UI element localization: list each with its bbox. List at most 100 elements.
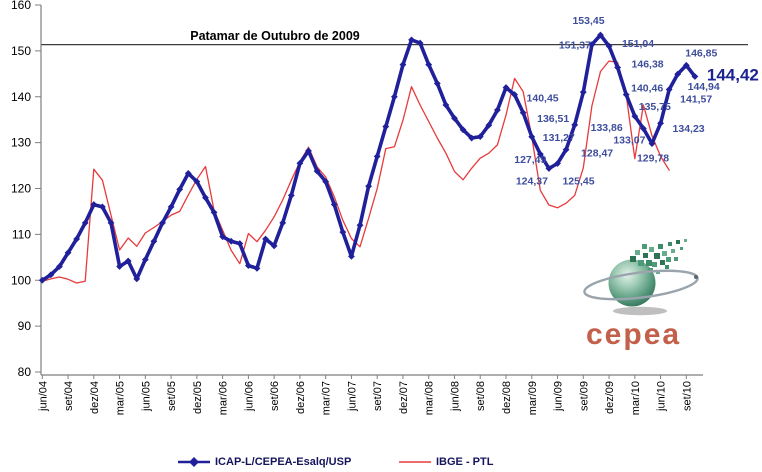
point-value-label: 151,37	[559, 40, 591, 52]
y-axis-tick-label: 110	[12, 227, 31, 241]
data-point-marker	[176, 186, 184, 193]
data-point-marker	[150, 237, 158, 245]
data-point-marker	[451, 114, 458, 122]
x-axis-tick-label: jun/07	[346, 381, 358, 412]
data-point-marker	[193, 178, 201, 186]
data-point-marker	[38, 276, 46, 284]
data-point-marker	[519, 109, 527, 117]
x-axis-tick-label: set/08	[475, 381, 487, 411]
x-axis-tick-label: jun/06	[243, 381, 255, 412]
x-axis-tick-label: mar/09	[527, 381, 539, 415]
y-axis-tick-label: 100	[11, 273, 31, 287]
data-point-marker	[159, 219, 166, 227]
data-point-marker	[442, 101, 450, 109]
data-point-marker	[56, 263, 63, 270]
data-point-marker	[571, 121, 579, 129]
x-axis-tick-label: set/07	[372, 381, 384, 411]
logo-swoosh-tip	[694, 275, 698, 279]
data-point-marker	[219, 233, 227, 241]
point-value-label: 140,46	[631, 83, 663, 95]
point-value-label: 131,27	[543, 132, 575, 144]
point-value-label: 127,49	[514, 154, 546, 166]
cepea-logo: cepea	[583, 239, 699, 351]
data-point-marker	[502, 84, 510, 91]
data-point-marker	[485, 121, 493, 129]
point-value-label: 144,94	[688, 81, 720, 93]
x-axis-tick-label: set/10	[681, 381, 693, 411]
data-point-marker	[682, 61, 690, 69]
data-point-marker	[665, 86, 673, 93]
data-point-marker	[622, 91, 630, 99]
data-point-marker	[408, 36, 415, 44]
point-value-label: 129,78	[637, 153, 669, 165]
data-point-marker	[476, 133, 484, 141]
data-point-marker	[614, 64, 622, 71]
point-value-label: 133,07	[613, 135, 645, 147]
point-value-label: 146,85	[685, 47, 717, 59]
data-point-marker	[348, 252, 355, 260]
point-value-label: 136,51	[537, 113, 569, 125]
data-point-marker	[416, 39, 424, 47]
data-point-marker	[494, 106, 501, 114]
reference-line-title: Patamar de Outubro de 2009	[190, 29, 360, 43]
data-point-marker	[184, 169, 192, 177]
x-axis-tick-label: set/04	[63, 381, 75, 411]
data-point-marker	[107, 219, 115, 227]
data-point-marker	[399, 61, 407, 69]
x-axis-tick-label: jun/05	[140, 381, 152, 412]
data-point-marker	[536, 150, 544, 158]
data-point-marker	[244, 262, 252, 269]
data-point-marker	[468, 134, 476, 142]
x-axis-tick-label: dez/08	[501, 381, 513, 414]
legend-item-ibge: IBGE - PTL	[398, 456, 493, 468]
data-point-marker	[639, 125, 647, 132]
point-value-label: 135,75	[639, 101, 671, 113]
x-axis-tick-label: jun/04	[37, 381, 49, 412]
x-axis-tick-label: dez/06	[295, 381, 307, 414]
point-value-label: 141,57	[680, 94, 712, 106]
y-axis-tick-label: 140	[11, 90, 31, 104]
data-point-marker	[588, 41, 596, 48]
x-axis-tick-label: jun/10	[656, 381, 668, 412]
data-point-marker	[99, 203, 106, 211]
logo-wordmark: cepea	[586, 318, 681, 351]
data-point-marker	[691, 73, 699, 80]
x-axis-tick-label: set/05	[166, 381, 178, 411]
data-point-marker	[382, 123, 390, 130]
data-point-marker	[270, 242, 278, 250]
ibge-line-sample-icon	[399, 461, 431, 463]
data-point-marker	[648, 140, 656, 148]
point-value-label: 151,04	[622, 38, 654, 50]
x-axis-tick-label: jun/09	[553, 381, 565, 412]
data-point-marker	[73, 235, 81, 243]
data-point-marker	[227, 237, 235, 245]
y-axis-tick-label: 120	[11, 182, 31, 196]
data-point-marker	[579, 88, 587, 96]
data-point-marker	[47, 271, 55, 279]
data-point-marker	[528, 133, 536, 141]
data-point-marker	[167, 203, 175, 211]
data-point-marker	[390, 93, 398, 101]
final-value-label: 144,42	[707, 66, 759, 85]
legend-label-ibge: IBGE - PTL	[436, 456, 494, 468]
point-value-label: 124,37	[516, 176, 548, 188]
data-point-marker	[365, 182, 373, 190]
data-point-marker	[554, 160, 561, 167]
x-axis-tick-label: mar/05	[115, 381, 127, 415]
y-axis-tick-label: 90	[18, 319, 32, 333]
data-point-marker	[236, 240, 244, 247]
data-point-marker	[605, 42, 613, 50]
data-point-marker	[674, 70, 682, 78]
data-point-marker	[597, 31, 604, 39]
data-point-marker	[459, 126, 467, 134]
data-point-marker	[141, 256, 149, 264]
legend-item-icap: ICAP-L/CEPEA-Esalq/USP	[177, 456, 351, 468]
data-point-marker	[210, 208, 218, 216]
x-axis-tick-label: set/09	[578, 381, 590, 411]
data-point-marker	[81, 219, 89, 227]
data-point-marker	[202, 194, 209, 202]
chart-legend: ICAP-L/CEPEA-Esalq/USP IBGE - PTL	[0, 454, 762, 472]
x-axis-tick-label: dez/09	[604, 381, 616, 414]
x-axis-tick-label: mar/07	[321, 381, 333, 415]
